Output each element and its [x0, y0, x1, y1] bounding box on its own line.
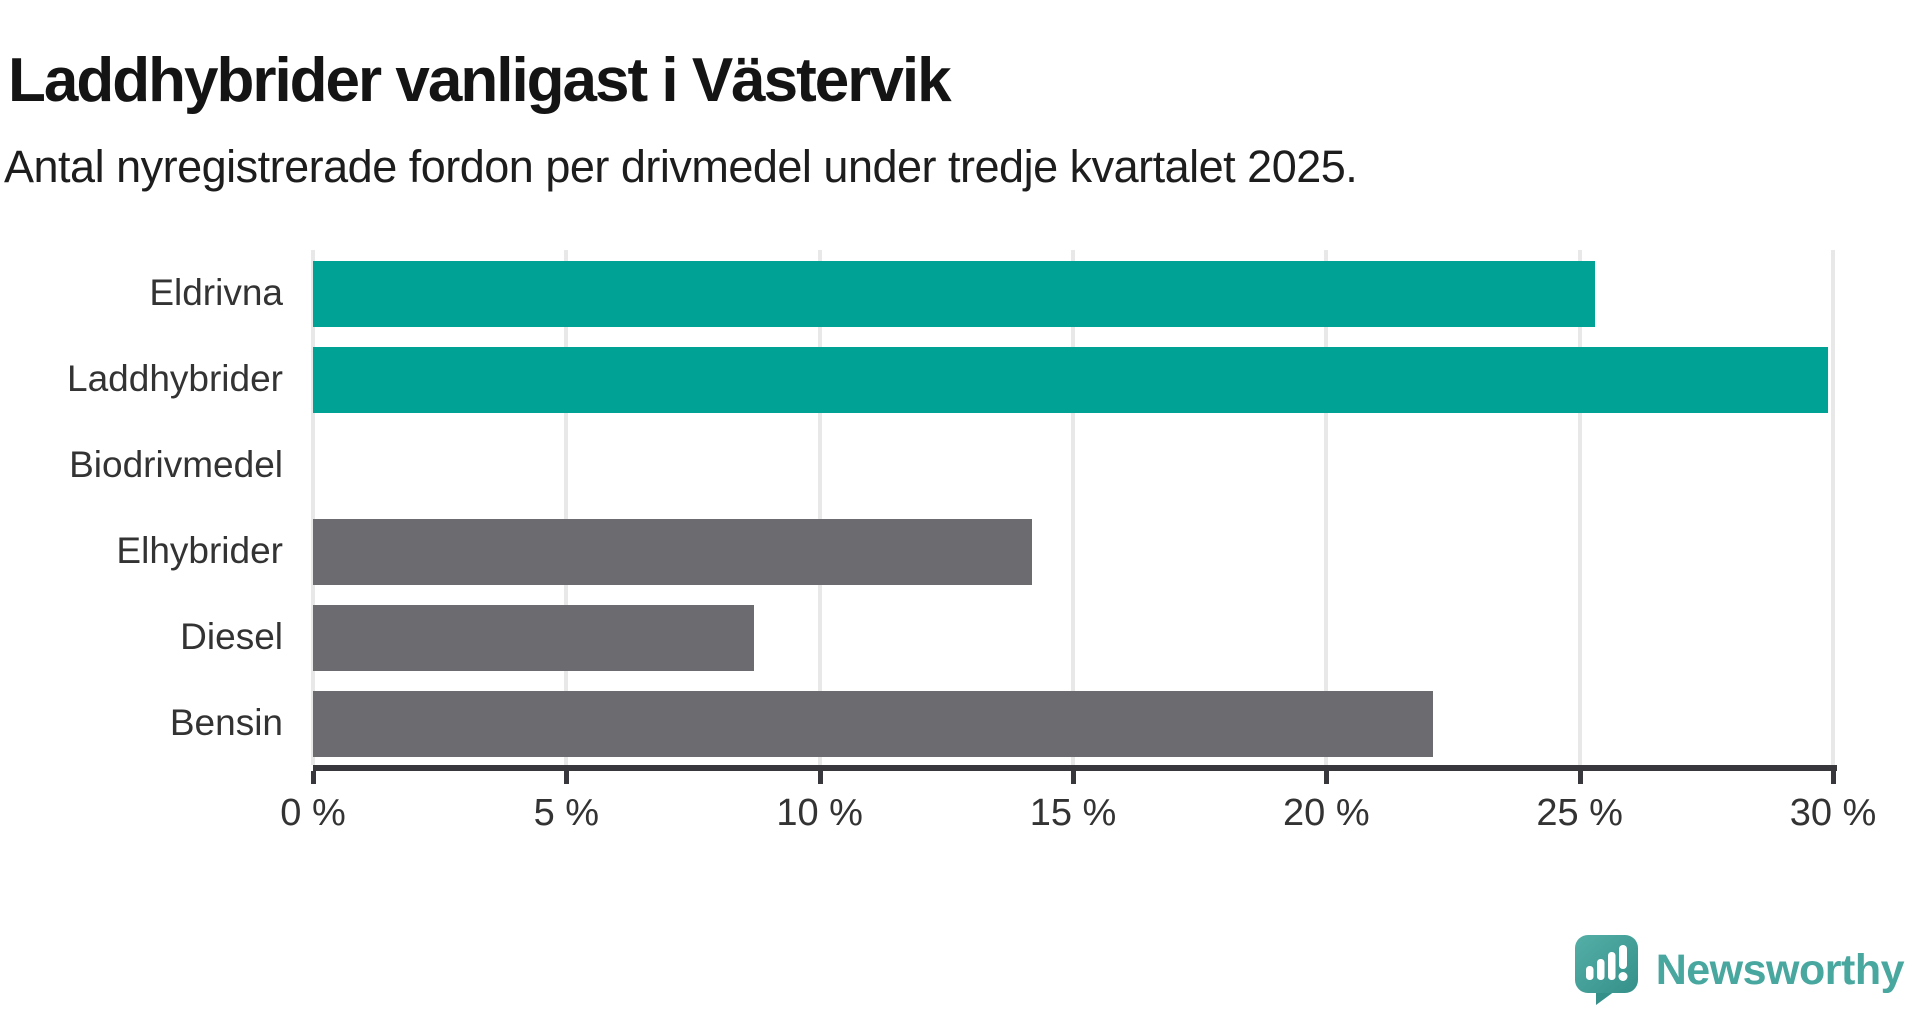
bar-row: Diesel — [0, 594, 1833, 680]
gridline — [817, 250, 822, 765]
x-axis-tick-label: 25 % — [1536, 792, 1623, 834]
bar — [313, 261, 1595, 327]
x-axis-tick — [1071, 771, 1076, 784]
category-label: Biodrivmedel — [69, 444, 283, 485]
x-axis-tick-label: 10 % — [776, 792, 863, 834]
x-axis-tick-label: 30 % — [1789, 792, 1877, 834]
logo-bubble-tail — [1595, 991, 1615, 1005]
chart-title: Laddhybrider vanligast i Västervik — [8, 45, 952, 115]
bar — [313, 605, 754, 671]
gridline — [1577, 250, 1582, 765]
bar-track — [313, 336, 1833, 422]
logo-exclamation-dot — [1618, 972, 1628, 981]
newsworthy-logo-text: Newsworthy — [1655, 945, 1905, 994]
category-label: Bensin — [169, 702, 283, 743]
x-axis-tick — [564, 771, 570, 784]
gridline — [1324, 250, 1329, 765]
gridline — [1831, 250, 1835, 765]
x-axis-tick — [817, 771, 823, 784]
x-axis-tick — [1577, 771, 1583, 784]
bar-track — [313, 594, 1833, 680]
bar-track — [313, 680, 1833, 766]
logo-bar-1 — [1585, 966, 1594, 980]
category-label: Eldrivna — [149, 272, 283, 313]
bar-track — [313, 422, 1833, 508]
bar-row: Eldrivna — [0, 250, 1833, 336]
x-axis-line — [313, 765, 1837, 771]
category-label: Elhybrider — [116, 530, 283, 571]
logo-bubble — [1574, 935, 1638, 993]
bar-row: Biodrivmedel — [0, 422, 1833, 508]
bar-rows: Eldrivna Laddhybrider Biodrivmedel Elhybrid… — [0, 250, 1833, 766]
x-axis-tick-label: 15 % — [1029, 792, 1117, 834]
x-axis-tick-label: 20 % — [1283, 792, 1370, 834]
bar-row: Laddhybrider — [0, 336, 1833, 422]
category-label: Laddhybrider — [67, 358, 283, 399]
newsworthy-logo: Newsworthy — [1574, 934, 1905, 1006]
gridline — [1071, 250, 1075, 765]
bar-row: Bensin — [0, 680, 1833, 766]
bar-row: Elhybrider — [0, 508, 1833, 594]
bar-track — [313, 508, 1833, 594]
gridline-layer — [311, 250, 1835, 765]
logo-exclamation-bar — [1618, 945, 1627, 969]
bar-track — [313, 250, 1833, 336]
x-axis-tick — [1831, 771, 1836, 784]
bar — [313, 347, 1828, 413]
chart-subtitle: Antal nyregistrerade fordon per drivmede… — [4, 141, 1358, 192]
bar — [313, 691, 1433, 757]
gridline — [311, 250, 315, 765]
category-label: Diesel — [180, 616, 283, 657]
logo-bar-3 — [1607, 952, 1616, 980]
x-axis-tick — [311, 771, 316, 784]
gridline — [564, 250, 569, 765]
logo-bar-2 — [1596, 959, 1605, 980]
bar — [313, 519, 1033, 585]
newsworthy-logo-icon — [1574, 935, 1638, 1005]
x-axis-tick-label: 5 % — [533, 792, 600, 834]
x-axis-tick-label: 0 % — [280, 792, 346, 834]
x-axis-tick — [1324, 771, 1330, 784]
